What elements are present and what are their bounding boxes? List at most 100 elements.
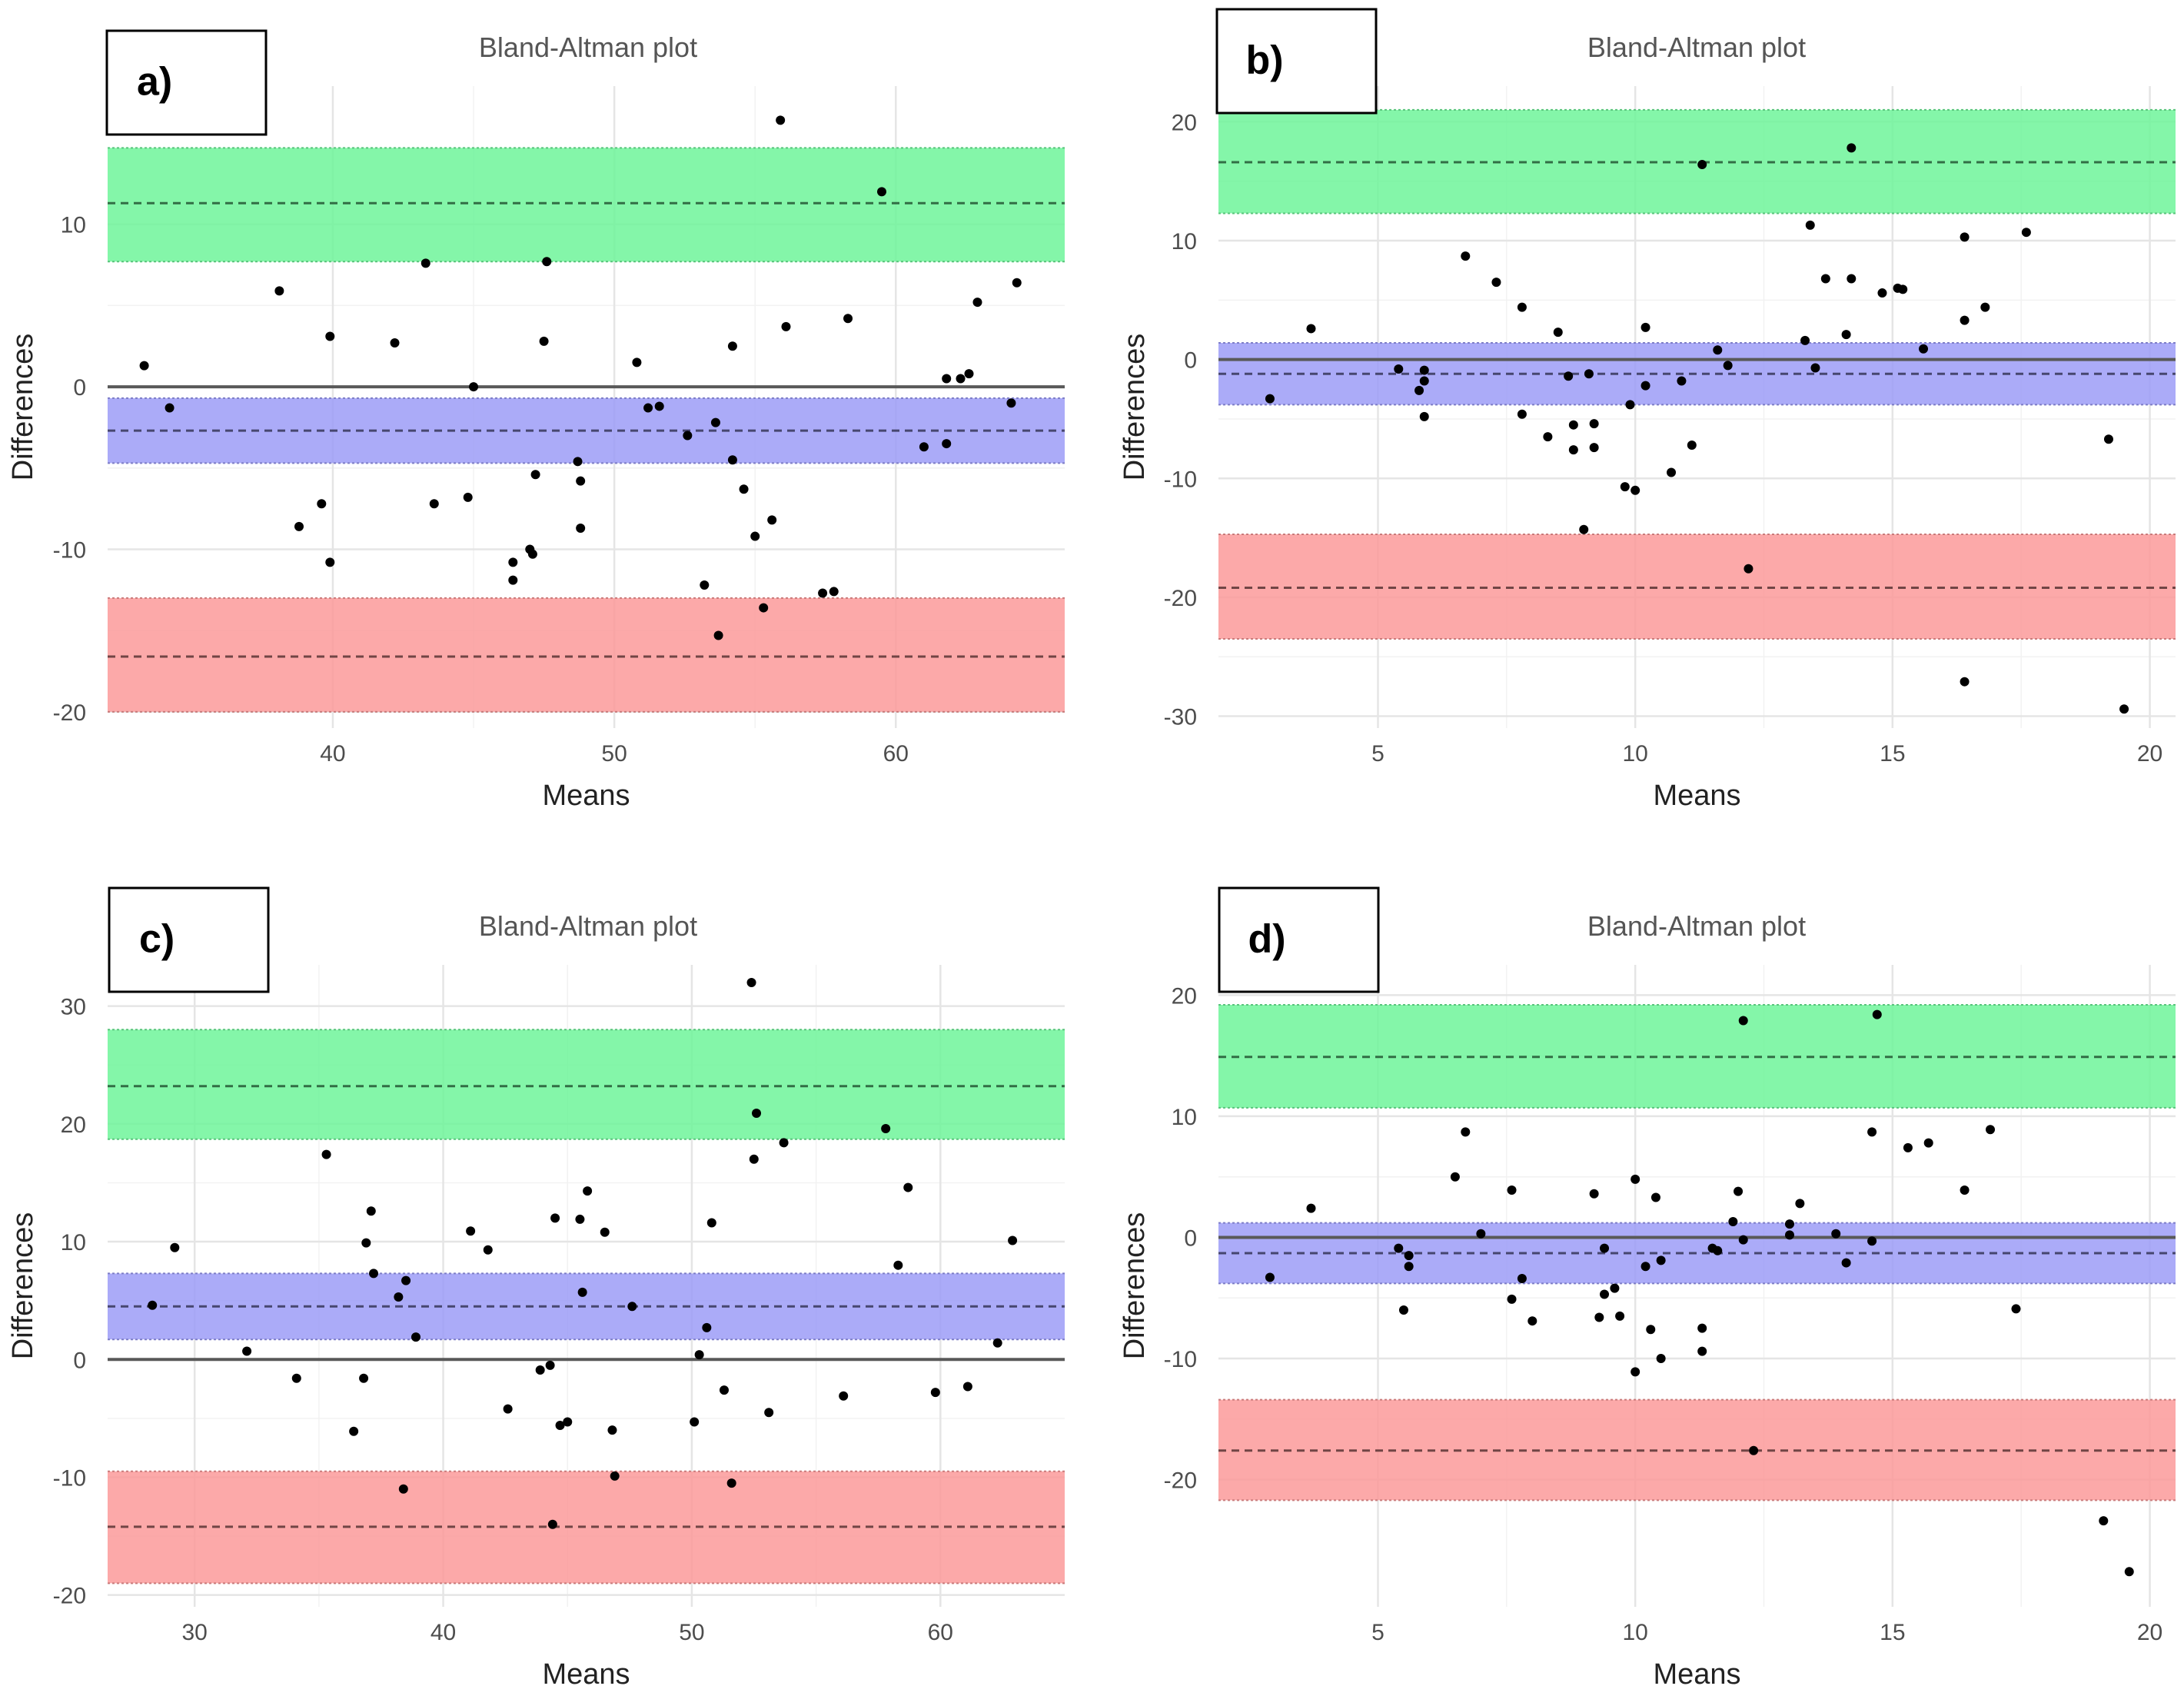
plot-title: Bland-Altman plot — [479, 32, 697, 63]
data-point — [1461, 1127, 1471, 1137]
data-point — [632, 357, 642, 367]
panel-b: 5 10 15 20 -30 -20 -10 0 10 20 Means Differences Bla… — [1119, 8, 2176, 812]
y-tick-label: 10 — [61, 213, 86, 238]
y-tick-label: -10 — [1164, 467, 1197, 492]
data-point — [781, 321, 791, 331]
data-point — [1841, 330, 1851, 340]
data-point — [1640, 381, 1650, 391]
data-point — [727, 455, 737, 465]
data-point — [573, 457, 583, 467]
panel-label-box — [1218, 886, 1380, 993]
panel-label-box — [105, 29, 268, 136]
data-point — [1625, 400, 1635, 410]
lower-loa-band — [1218, 534, 2176, 640]
data-point — [1507, 1294, 1517, 1304]
panel-label: a) — [137, 60, 172, 105]
data-point — [1960, 677, 1970, 687]
x-tick-label: 15 — [1880, 1620, 1905, 1645]
data-point — [583, 1186, 593, 1196]
data-point — [1404, 1251, 1414, 1261]
data-point — [545, 1360, 555, 1370]
data-point — [1847, 143, 1857, 153]
data-point — [539, 336, 549, 346]
data-point — [1800, 335, 1810, 345]
data-point — [1810, 363, 1820, 373]
data-point — [1744, 564, 1754, 574]
data-point — [1877, 288, 1887, 298]
data-point — [576, 476, 586, 486]
data-point — [2099, 1516, 2109, 1526]
x-axis-label: Means — [1653, 1658, 1740, 1691]
data-point — [1517, 409, 1527, 419]
data-point — [1543, 432, 1553, 442]
data-point — [170, 1242, 180, 1252]
x-axis-label: Means — [542, 780, 630, 812]
panel-d: 5 10 15 20 -20 -10 0 10 20 Means Differences Bland-… — [1119, 886, 2176, 1691]
data-point — [750, 531, 760, 541]
data-point — [1450, 1172, 1460, 1182]
data-point — [1697, 160, 1707, 170]
x-tick-label: 60 — [883, 741, 909, 767]
data-point — [1517, 1274, 1527, 1284]
data-point — [964, 369, 974, 379]
data-point — [563, 1417, 573, 1427]
data-point — [643, 403, 653, 413]
data-point — [349, 1426, 359, 1436]
x-tick-label: 5 — [1371, 1620, 1385, 1645]
plot-title: Bland-Altman plot — [1587, 32, 1806, 63]
data-point — [1594, 1312, 1604, 1322]
data-point — [1419, 411, 1429, 421]
data-point — [1867, 1127, 1877, 1137]
data-point — [1960, 232, 1970, 242]
data-point — [706, 1218, 716, 1228]
data-point — [818, 588, 828, 598]
data-point — [1960, 1186, 1970, 1196]
data-point — [930, 1388, 940, 1398]
x-tick-label: 40 — [320, 741, 345, 767]
data-point — [463, 492, 473, 502]
data-point — [542, 257, 552, 267]
data-point — [1650, 1192, 1660, 1202]
data-point — [1687, 440, 1697, 450]
data-point — [1589, 443, 1599, 453]
data-point — [1491, 278, 1501, 288]
data-point — [575, 1214, 585, 1224]
data-point — [1394, 364, 1404, 374]
data-point — [1589, 419, 1599, 429]
data-point — [1404, 1262, 1414, 1272]
data-point — [1631, 1174, 1640, 1184]
y-tick-label: -20 — [1164, 586, 1197, 611]
data-point — [1640, 322, 1650, 332]
data-point — [294, 521, 304, 531]
data-point — [759, 603, 769, 613]
data-point — [942, 374, 952, 384]
data-point — [274, 286, 284, 296]
panel-label-box — [108, 886, 270, 993]
data-point — [503, 1404, 513, 1414]
data-point — [713, 630, 723, 640]
data-point — [508, 557, 518, 567]
data-point — [555, 1421, 565, 1431]
y-tick-label: 0 — [73, 1348, 86, 1373]
data-point — [1697, 1346, 1707, 1356]
data-point — [535, 1365, 545, 1375]
panel-label: d) — [1248, 917, 1286, 962]
data-point — [607, 1425, 617, 1435]
data-point — [1568, 420, 1578, 430]
data-point — [881, 1123, 891, 1133]
data-point — [752, 1109, 762, 1119]
data-point — [1008, 1235, 1018, 1245]
data-point — [746, 977, 756, 987]
data-point — [1631, 1367, 1640, 1377]
data-point — [394, 1292, 404, 1302]
data-point — [390, 338, 400, 348]
data-point — [2011, 1304, 2021, 1314]
y-tick-label: -20 — [53, 700, 86, 726]
data-point — [876, 187, 886, 197]
y-tick-label: 10 — [1172, 1105, 1197, 1130]
data-point — [719, 1385, 729, 1395]
data-point — [1640, 1262, 1650, 1272]
data-point — [466, 1226, 476, 1236]
data-point — [1568, 445, 1578, 455]
data-point — [483, 1245, 493, 1255]
